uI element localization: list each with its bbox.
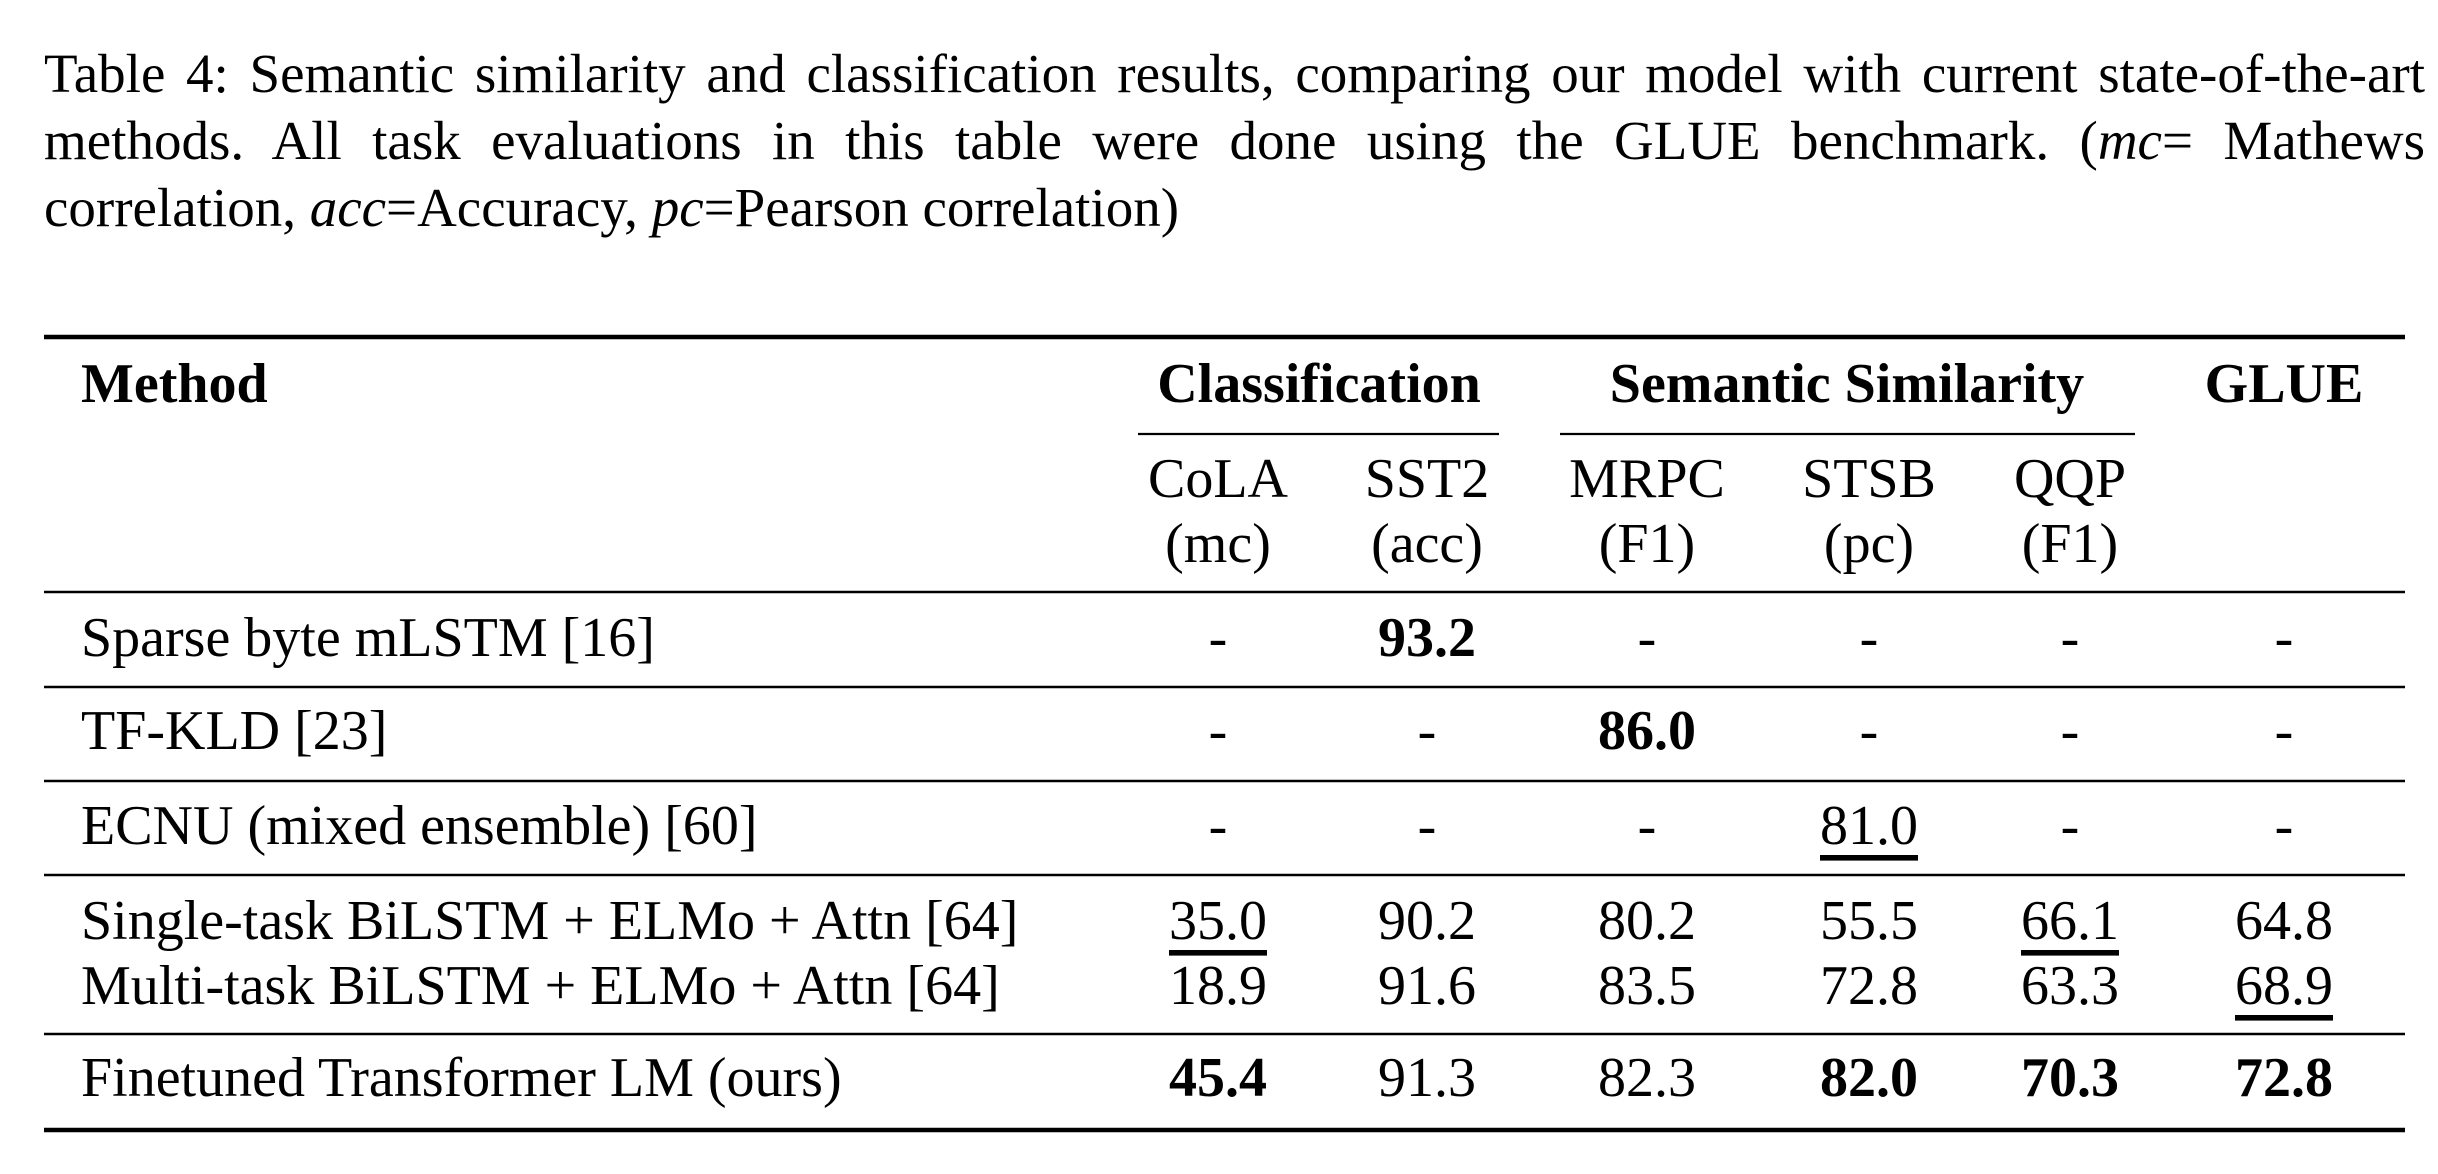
score-cell: 82.3 (1598, 1047, 1696, 1109)
score-cell: 91.3 (1378, 1047, 1476, 1109)
caption-text: = Mathews correlation, (44, 110, 2425, 238)
score-cell: 45.4 (1169, 1047, 1267, 1109)
score-cell: 64.8 (2235, 890, 2333, 952)
score-cell: 63.3 (2021, 955, 2119, 1017)
score-cell: - (1638, 795, 1657, 857)
score-cell: 91.6 (1378, 955, 1476, 1017)
score-cell: 90.2 (1378, 890, 1476, 952)
score-cell: 55.5 (1820, 890, 1918, 952)
header-group: Semantic Similarity (1610, 353, 2084, 415)
score-cell: - (2275, 607, 2294, 669)
caption-abbrev: pc (651, 177, 704, 238)
column-header: STSB (1802, 448, 1936, 510)
method-name: Finetuned Transformer LM (ours) (81, 1047, 842, 1109)
method-name: Single-task BiLSTM + ELMo + Attn [64] (81, 890, 1018, 952)
score-cell: - (1638, 607, 1657, 669)
score-cell: 35.0 (1169, 890, 1267, 952)
score-cell: - (2061, 700, 2080, 762)
header-group: GLUE (2205, 353, 2364, 415)
score-cell: 82.0 (1820, 1047, 1918, 1109)
column-header: (pc) (1824, 513, 1914, 575)
score-cell: 68.9 (2235, 955, 2333, 1017)
column-header: CoLA (1148, 448, 1289, 510)
caption-abbrev: acc (309, 177, 387, 238)
score-cell: - (2275, 795, 2294, 857)
score-cell: - (1209, 607, 1228, 669)
caption-text: Table 4: Semantic similarity and classif… (44, 43, 2425, 171)
score-cell: - (1418, 700, 1437, 762)
method-name: TF-KLD [23] (81, 700, 387, 762)
score-cell: - (1418, 795, 1437, 857)
caption-text: =Accuracy, (386, 177, 652, 238)
score-cell: - (2061, 795, 2080, 857)
score-cell: 72.8 (1820, 955, 1918, 1017)
column-header: (mc) (1165, 513, 1271, 575)
score-cell: 66.1 (2021, 890, 2119, 952)
score-cell: 86.0 (1598, 700, 1696, 762)
caption-abbrev: mc (2097, 110, 2162, 171)
caption-text: =Pearson correlation) (703, 177, 1180, 238)
column-header: (acc) (1371, 513, 1483, 575)
column-header: MRPC (1569, 448, 1725, 510)
score-cell: 81.0 (1820, 795, 1918, 857)
score-cell: 93.2 (1378, 607, 1476, 669)
method-name: Multi-task BiLSTM + ELMo + Attn [64] (81, 955, 1000, 1017)
score-cell: - (1209, 795, 1228, 857)
score-cell: - (1860, 700, 1879, 762)
score-cell: 72.8 (2235, 1047, 2333, 1109)
column-header: (F1) (2022, 513, 2118, 575)
score-cell: - (2275, 700, 2294, 762)
header-group: Classification (1157, 353, 1481, 415)
score-cell: 83.5 (1598, 955, 1696, 1017)
header-method: Method (81, 353, 268, 415)
method-name: ECNU (mixed ensemble) [60] (81, 795, 757, 857)
column-header: SST2 (1365, 448, 1490, 510)
column-header: QQP (2014, 448, 2126, 510)
score-cell: - (1860, 607, 1879, 669)
table-caption: Table 4: Semantic similarity and classif… (44, 40, 2425, 241)
score-cell: 18.9 (1169, 955, 1267, 1017)
score-cell: 70.3 (2021, 1047, 2119, 1109)
score-cell: - (2061, 607, 2080, 669)
score-cell: 80.2 (1598, 890, 1696, 952)
method-name: Sparse byte mLSTM [16] (81, 607, 655, 669)
column-header: (F1) (1599, 513, 1695, 575)
score-cell: - (1209, 700, 1228, 762)
